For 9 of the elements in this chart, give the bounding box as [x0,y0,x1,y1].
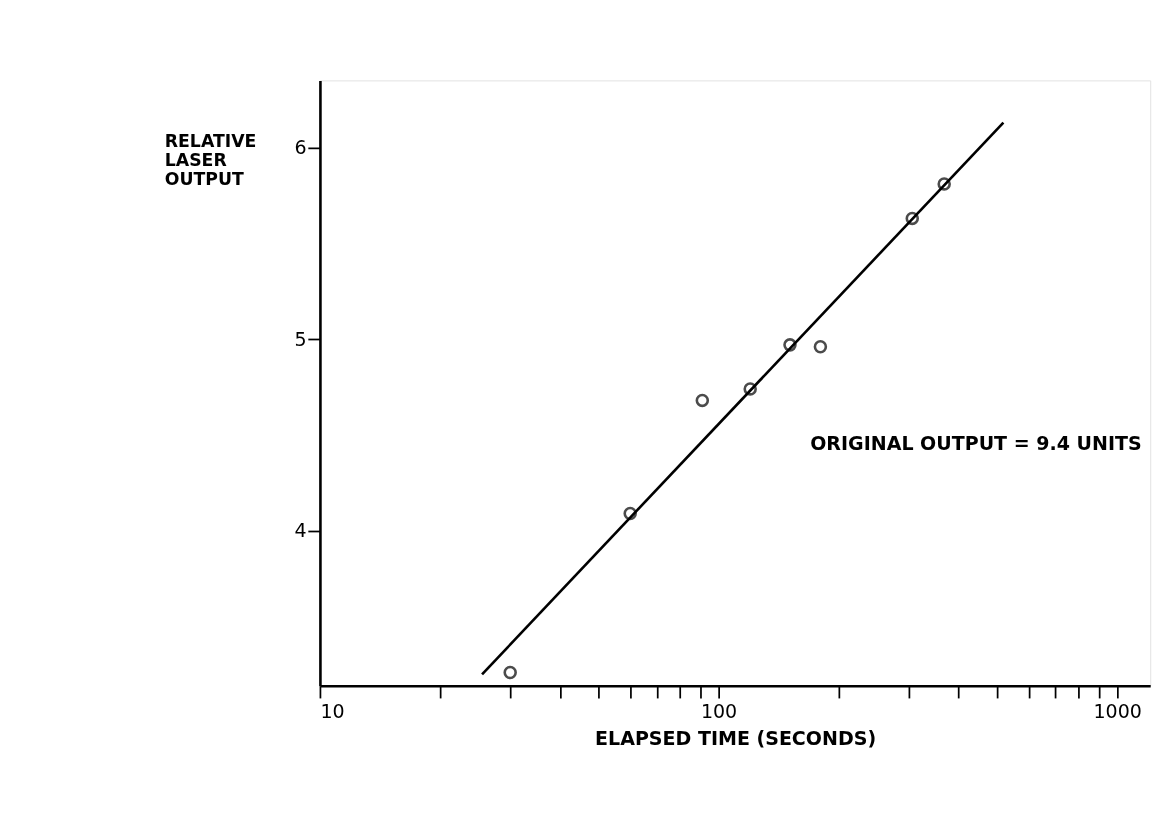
y-tick-label: 4 [294,519,307,542]
y-axis-title: RELATIVE LASER OUTPUT [164,130,257,189]
x-tick-label: 100 [700,700,738,723]
x-tick-label: 1000 [1093,700,1142,723]
y-tick-label: 6 [294,136,307,159]
x-tick-label: 10 [320,700,345,723]
y-tick-label: 5 [294,327,307,350]
annotation: ORIGINAL OUTPUT = 9.4 UNITS [810,431,1142,454]
x-axis-title: ELAPSED TIME (SECONDS) [595,727,877,750]
